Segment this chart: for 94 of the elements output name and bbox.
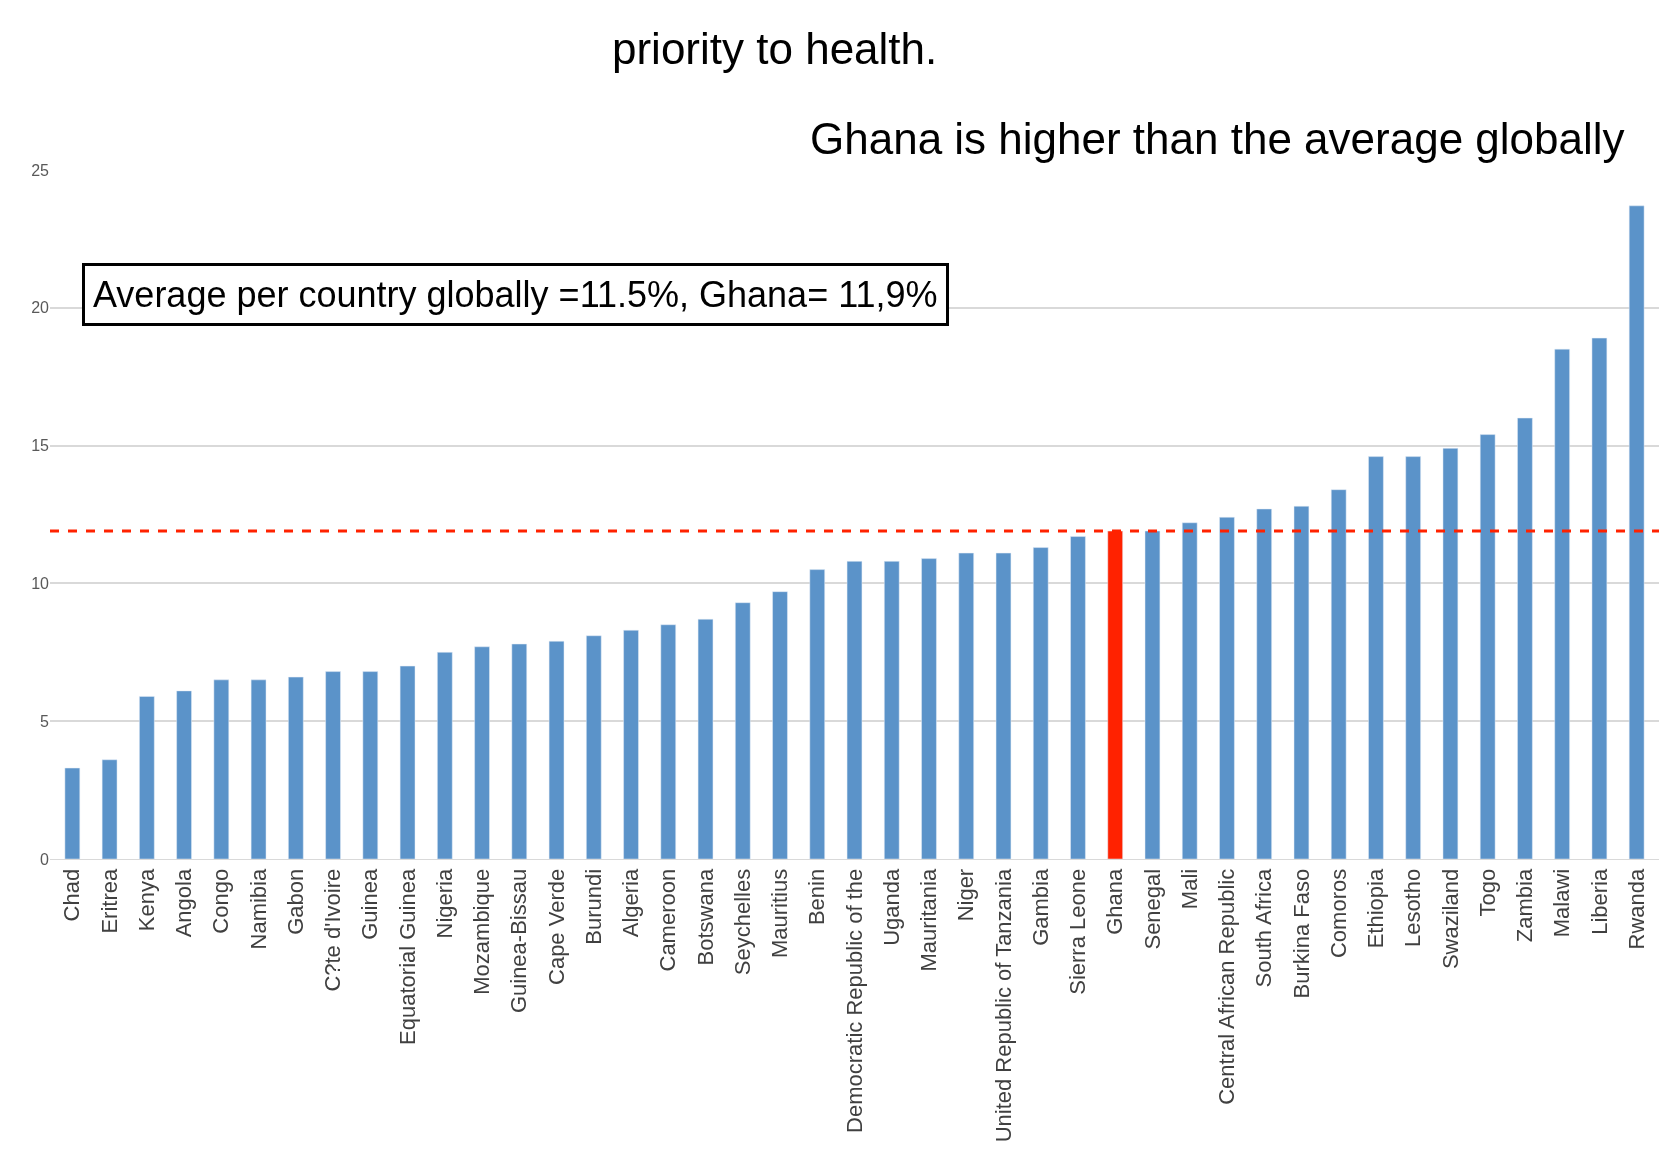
x-tick-label: Cape Verde [543, 868, 569, 985]
bar [660, 624, 676, 859]
x-tick-label: Chad [59, 868, 85, 922]
bar [1182, 522, 1198, 859]
x-tick-label: Liberia [1586, 868, 1612, 935]
bar [64, 767, 81, 859]
x-tick-label: Guinea [357, 868, 383, 940]
bar [921, 558, 937, 859]
x-tick-label: Mali [1176, 868, 1202, 910]
bar [1330, 489, 1347, 859]
bar [399, 665, 416, 859]
bar [1144, 530, 1161, 859]
x-tick-label: Malawi [1549, 868, 1575, 938]
x-tick-label: Guinea-Bissau [506, 868, 532, 1014]
bar [362, 671, 379, 859]
x-tick-label: Eritrea [96, 868, 122, 934]
bar [1405, 456, 1421, 859]
x-tick-label: Burundi [580, 868, 606, 945]
y-tick-label: 10 [31, 575, 50, 592]
bar [325, 671, 341, 859]
bar [1591, 337, 1608, 859]
x-tick-label: Comoros [1325, 868, 1351, 959]
x-tick-label: Nigeria [431, 868, 457, 939]
bar [735, 602, 751, 859]
bar [474, 646, 490, 859]
bar [846, 561, 863, 859]
bar [623, 630, 639, 859]
x-tick-label: Mauritania [916, 868, 942, 972]
x-tick-label: Sierra Leone [1065, 868, 1091, 995]
bar [1033, 547, 1049, 859]
bar [1293, 505, 1310, 859]
x-tick-label: Senegal [1139, 868, 1165, 950]
bar [176, 690, 192, 859]
bar [1368, 456, 1384, 859]
y-tick-label: 0 [40, 850, 50, 868]
y-tick-label: 15 [31, 437, 50, 455]
x-tick-label: Kenya [133, 868, 159, 932]
bar [772, 591, 788, 859]
bar [586, 635, 602, 859]
bar [548, 641, 565, 859]
x-tick-label: Uganda [878, 868, 904, 946]
bar [1219, 517, 1235, 859]
y-tick-label: 5 [40, 712, 50, 730]
bar [697, 618, 714, 859]
chart-subtitle: Ghana is higher than the average globally [810, 114, 1625, 163]
x-tick-label: Mauritius [767, 868, 793, 959]
bar [958, 552, 974, 859]
x-tick-label: Democratic Republic of the [841, 868, 867, 1133]
bar [1479, 434, 1496, 859]
bar [1070, 536, 1086, 859]
annotation: Average per country globally =11.5%, Ghana= 11,9% [93, 274, 938, 315]
bar [288, 676, 304, 859]
x-tick-label: Togo [1474, 868, 1500, 917]
x-tick-label: Rwanda [1623, 868, 1649, 950]
bar [1554, 348, 1570, 859]
x-tick-label: Niger [953, 868, 979, 922]
x-tick-label: Central African Republic [1214, 868, 1240, 1105]
bar [250, 679, 267, 859]
x-tick-label: Seychelles [729, 868, 755, 976]
x-tick-label: Swaziland [1437, 868, 1463, 970]
x-tick-label: United Republic of Tanzania [990, 868, 1016, 1143]
bar [101, 759, 118, 859]
bar [511, 643, 527, 859]
x-tick-label: Ghana [1102, 868, 1128, 935]
x-tick-label: Botswana [692, 868, 718, 966]
chart-title: priority to health. [612, 24, 938, 73]
x-tick-label: Ethiopia [1363, 868, 1389, 949]
x-tick-label: Gambia [1027, 868, 1053, 946]
x-tick-label: C?te d'Ivoire [320, 868, 346, 992]
x-tick-label: Mozambique [469, 868, 495, 995]
x-tick-label: Cameroon [655, 868, 681, 972]
bar [809, 569, 825, 859]
x-tick-label: Congo [208, 868, 234, 934]
x-tick-label: Angola [171, 868, 197, 938]
bar [213, 679, 230, 859]
y-tick-label: 20 [31, 299, 50, 317]
x-tick-label: South Africa [1251, 868, 1277, 988]
bar [1628, 205, 1645, 859]
bar [139, 696, 155, 859]
x-tick-label: Namibia [245, 868, 271, 950]
bar [1517, 417, 1533, 859]
x-tick-label: Equatorial Guinea [394, 868, 420, 1045]
y-tick-label: 25 [31, 161, 50, 179]
x-tick-label: Burkina Faso [1288, 868, 1314, 999]
bar [1442, 448, 1459, 859]
bar [1256, 508, 1272, 859]
bar [884, 561, 900, 859]
bar [995, 552, 1012, 859]
x-tick-label: Algeria [618, 868, 644, 938]
x-tick-label: Benin [804, 868, 830, 926]
x-tick-label: Gabon [282, 868, 308, 935]
x-tick-label: Lesotho [1400, 868, 1426, 948]
bar [437, 652, 453, 859]
x-tick-label: Zambia [1512, 868, 1538, 943]
